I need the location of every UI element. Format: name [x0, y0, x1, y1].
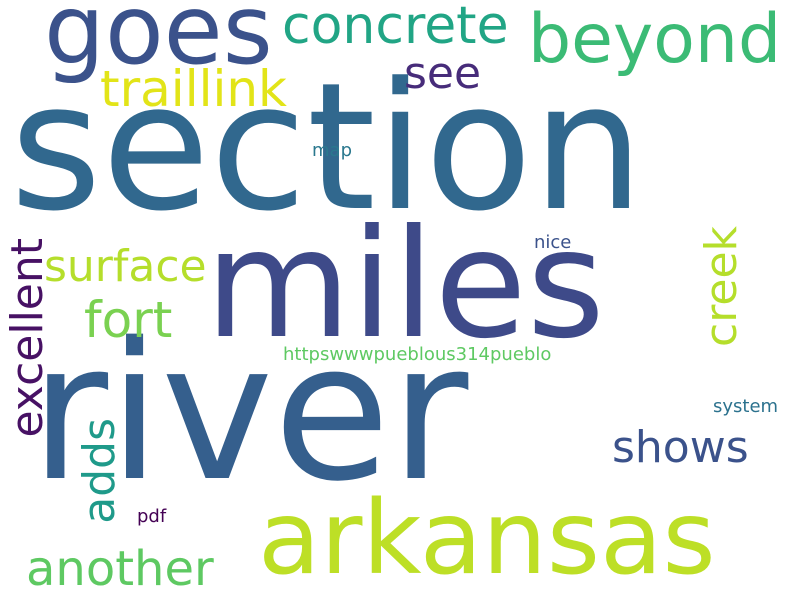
word-arkansas: arkansas: [258, 479, 716, 598]
word-creek: creek: [696, 226, 747, 347]
word-beyond: beyond: [528, 0, 782, 79]
word-another: another: [26, 541, 214, 597]
word-nice: nice: [534, 232, 572, 253]
word-pdf: pdf: [137, 506, 167, 527]
word-url: httpswwwpueblous314pueblo: [283, 344, 552, 365]
word-river: river: [30, 302, 469, 523]
word-system: system: [713, 396, 779, 417]
word-goes: goes: [44, 0, 273, 86]
word-adds: adds: [74, 418, 125, 524]
word-section: section: [10, 45, 644, 250]
word-miles: miles: [205, 198, 605, 372]
word-shows: shows: [612, 422, 749, 473]
word-surface: surface: [44, 241, 207, 292]
word-concrete: concrete: [282, 0, 509, 56]
word-fort: fort: [84, 291, 173, 349]
word-see: see: [404, 48, 482, 99]
word-map: map: [312, 140, 352, 161]
word-traillink: traillink: [100, 60, 288, 118]
word-excellent: excellent: [2, 238, 53, 438]
